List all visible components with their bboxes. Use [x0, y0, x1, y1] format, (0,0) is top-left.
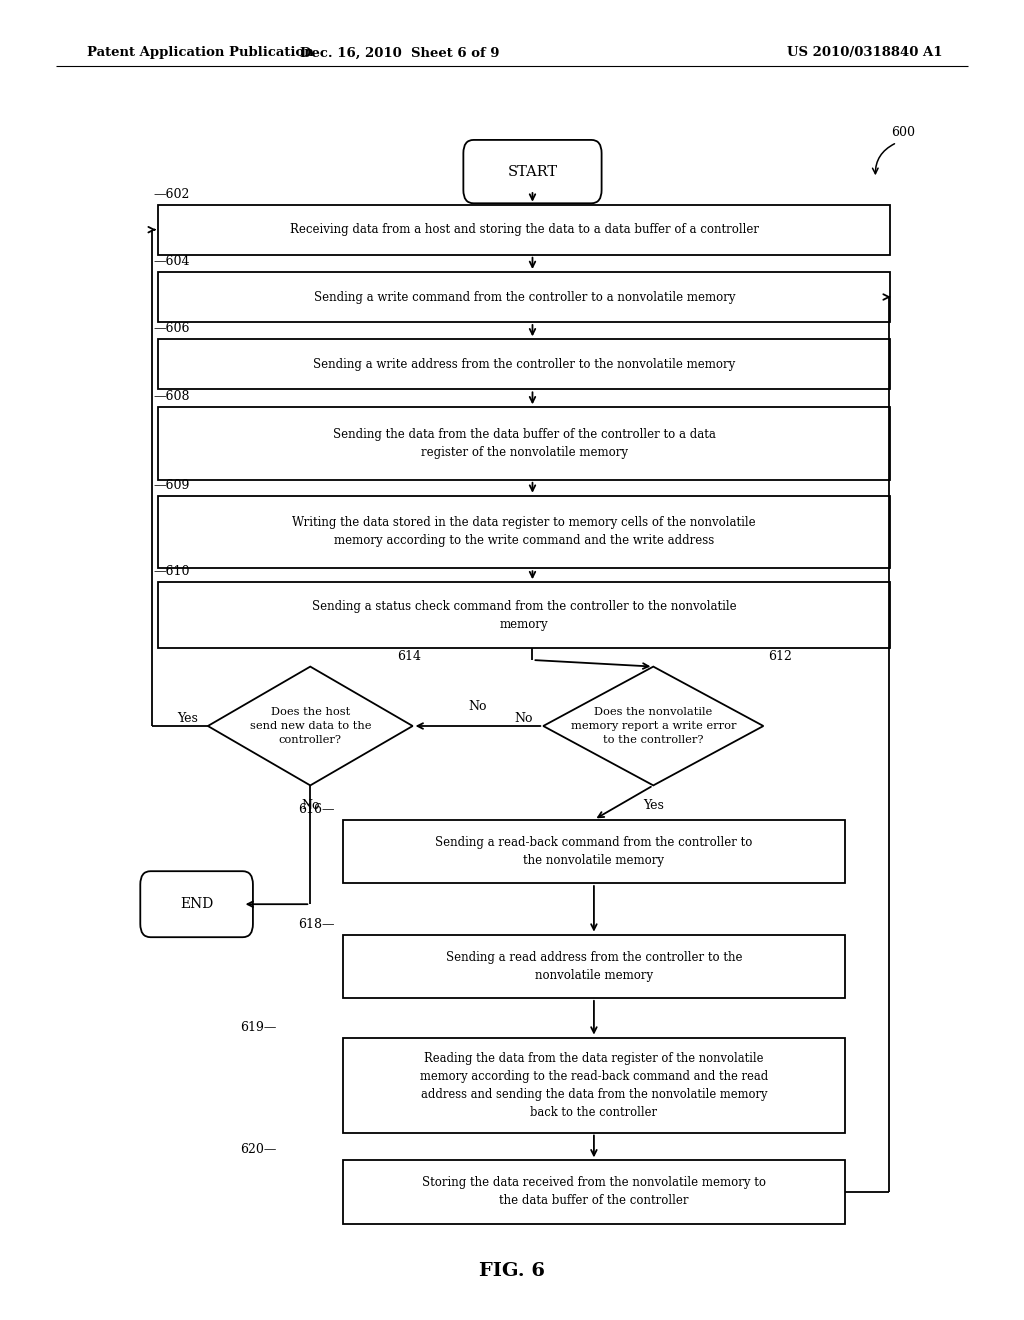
- Text: Sending a read address from the controller to the
nonvolatile memory: Sending a read address from the controll…: [445, 950, 742, 982]
- Text: 618—: 618—: [298, 917, 335, 931]
- Text: —602: —602: [154, 187, 190, 201]
- Text: Sending a write address from the controller to the nonvolatile memory: Sending a write address from the control…: [313, 358, 735, 371]
- Text: Reading the data from the data register of the nonvolatile
memory according to t: Reading the data from the data register …: [420, 1052, 768, 1118]
- FancyBboxPatch shape: [343, 935, 845, 998]
- Text: 616—: 616—: [298, 803, 335, 816]
- Text: —606: —606: [154, 322, 190, 335]
- Text: 612: 612: [768, 649, 793, 663]
- Text: Yes: Yes: [177, 711, 198, 725]
- Text: —604: —604: [154, 255, 190, 268]
- Text: —609: —609: [154, 479, 190, 492]
- Text: Sending the data from the data buffer of the controller to a data
register of th: Sending the data from the data buffer of…: [333, 428, 716, 459]
- FancyBboxPatch shape: [159, 407, 890, 479]
- Text: 614: 614: [397, 649, 421, 663]
- FancyBboxPatch shape: [159, 495, 890, 568]
- Text: US 2010/0318840 A1: US 2010/0318840 A1: [786, 46, 942, 59]
- Text: Writing the data stored in the data register to memory cells of the nonvolatile
: Writing the data stored in the data regi…: [293, 516, 756, 548]
- Text: Storing the data received from the nonvolatile memory to
the data buffer of the : Storing the data received from the nonvo…: [422, 1176, 766, 1208]
- Text: Patent Application Publication: Patent Application Publication: [87, 46, 313, 59]
- Text: 600: 600: [891, 125, 914, 139]
- Text: Sending a read-back command from the controller to
the nonvolatile memory: Sending a read-back command from the con…: [435, 836, 753, 867]
- Polygon shape: [543, 667, 764, 785]
- Text: Does the host
send new data to the
controller?: Does the host send new data to the contr…: [250, 708, 371, 744]
- FancyBboxPatch shape: [159, 205, 890, 255]
- Text: Sending a status check command from the controller to the nonvolatile
memory: Sending a status check command from the …: [312, 599, 736, 631]
- Text: —610: —610: [154, 565, 190, 578]
- Polygon shape: [208, 667, 413, 785]
- Text: 620—: 620—: [240, 1143, 276, 1156]
- Text: —608: —608: [154, 391, 190, 404]
- FancyBboxPatch shape: [159, 582, 890, 648]
- Text: No: No: [469, 700, 487, 713]
- Text: No: No: [301, 799, 319, 812]
- FancyBboxPatch shape: [343, 1038, 845, 1133]
- FancyBboxPatch shape: [159, 272, 890, 322]
- Text: Does the nonvolatile
memory report a write error
to the controller?: Does the nonvolatile memory report a wri…: [570, 708, 736, 744]
- FancyBboxPatch shape: [159, 339, 890, 389]
- FancyBboxPatch shape: [463, 140, 602, 203]
- FancyBboxPatch shape: [140, 871, 253, 937]
- Text: Yes: Yes: [643, 799, 664, 812]
- FancyBboxPatch shape: [343, 1160, 845, 1224]
- FancyBboxPatch shape: [343, 820, 845, 883]
- Text: FIG. 6: FIG. 6: [479, 1262, 545, 1280]
- Text: 619—: 619—: [240, 1020, 276, 1034]
- Text: Receiving data from a host and storing the data to a data buffer of a controller: Receiving data from a host and storing t…: [290, 223, 759, 236]
- Text: START: START: [508, 165, 557, 178]
- Text: Dec. 16, 2010  Sheet 6 of 9: Dec. 16, 2010 Sheet 6 of 9: [300, 46, 499, 59]
- Text: END: END: [180, 898, 213, 911]
- Text: Sending a write command from the controller to a nonvolatile memory: Sending a write command from the control…: [313, 290, 735, 304]
- Text: No: No: [514, 711, 532, 725]
